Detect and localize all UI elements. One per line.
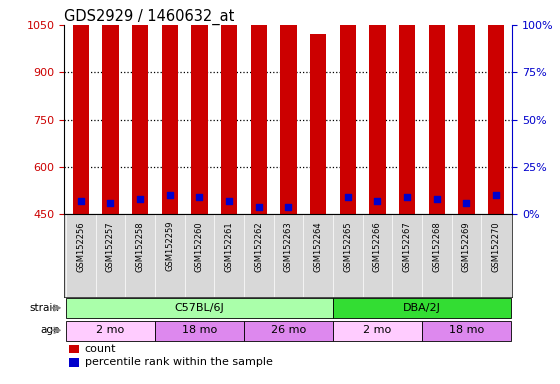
Text: GDS2929 / 1460632_at: GDS2929 / 1460632_at bbox=[64, 9, 235, 25]
Text: 26 mo: 26 mo bbox=[271, 325, 306, 335]
Bar bbox=[422, 321, 511, 341]
Bar bbox=[280, 20, 297, 214]
Bar bbox=[102, 6, 119, 214]
Bar bbox=[191, 0, 208, 214]
Text: 18 mo: 18 mo bbox=[182, 325, 217, 335]
Point bbox=[136, 196, 144, 202]
Text: count: count bbox=[85, 344, 116, 354]
Point bbox=[225, 198, 234, 204]
Point bbox=[462, 200, 471, 206]
Text: GSM152263: GSM152263 bbox=[284, 221, 293, 271]
Bar bbox=[162, 0, 178, 214]
Text: C57BL/6J: C57BL/6J bbox=[175, 303, 224, 313]
Bar bbox=[155, 321, 244, 341]
Point bbox=[106, 200, 115, 206]
Bar bbox=[339, 0, 356, 214]
Text: GSM152268: GSM152268 bbox=[432, 221, 441, 271]
Bar bbox=[428, 0, 445, 214]
Bar bbox=[333, 321, 422, 341]
Point bbox=[254, 204, 263, 210]
Point bbox=[373, 198, 382, 204]
Bar bbox=[221, 0, 237, 214]
Bar bbox=[310, 34, 326, 214]
Text: strain: strain bbox=[30, 303, 60, 313]
Text: 2 mo: 2 mo bbox=[363, 325, 391, 335]
Point bbox=[432, 196, 441, 202]
Bar bbox=[66, 298, 333, 318]
Bar bbox=[250, 25, 267, 214]
Text: 18 mo: 18 mo bbox=[449, 325, 484, 335]
Point bbox=[343, 194, 352, 200]
Text: GSM152266: GSM152266 bbox=[373, 221, 382, 271]
Text: GSM152269: GSM152269 bbox=[462, 221, 471, 271]
Point bbox=[492, 192, 501, 199]
Bar bbox=[488, 0, 504, 214]
Text: GSM152256: GSM152256 bbox=[76, 221, 85, 271]
Point bbox=[314, 215, 323, 221]
Text: GSM152265: GSM152265 bbox=[343, 221, 352, 271]
Text: GSM152267: GSM152267 bbox=[403, 221, 412, 271]
Text: GSM152258: GSM152258 bbox=[136, 221, 144, 271]
Text: GSM152262: GSM152262 bbox=[254, 221, 263, 271]
Text: GSM152264: GSM152264 bbox=[314, 221, 323, 271]
Text: age: age bbox=[40, 325, 60, 335]
Bar bbox=[66, 321, 155, 341]
Text: GSM152260: GSM152260 bbox=[195, 221, 204, 271]
Point bbox=[403, 194, 412, 200]
Bar bbox=[399, 0, 415, 214]
Point bbox=[76, 198, 85, 204]
Text: GSM152261: GSM152261 bbox=[225, 221, 234, 271]
Point bbox=[284, 204, 293, 210]
Bar bbox=[333, 298, 511, 318]
Bar bbox=[73, 0, 89, 214]
Bar bbox=[458, 0, 474, 214]
Text: percentile rank within the sample: percentile rank within the sample bbox=[85, 357, 272, 367]
Bar bbox=[132, 0, 148, 214]
Bar bbox=[69, 345, 79, 353]
Bar bbox=[69, 358, 79, 366]
Text: DBA/2J: DBA/2J bbox=[403, 303, 441, 313]
Bar bbox=[244, 321, 333, 341]
Text: GSM152259: GSM152259 bbox=[165, 221, 174, 271]
Text: GSM152257: GSM152257 bbox=[106, 221, 115, 271]
Point bbox=[165, 192, 174, 199]
Bar bbox=[369, 0, 386, 214]
Text: GSM152270: GSM152270 bbox=[492, 221, 501, 271]
Point bbox=[195, 194, 204, 200]
Text: 2 mo: 2 mo bbox=[96, 325, 124, 335]
